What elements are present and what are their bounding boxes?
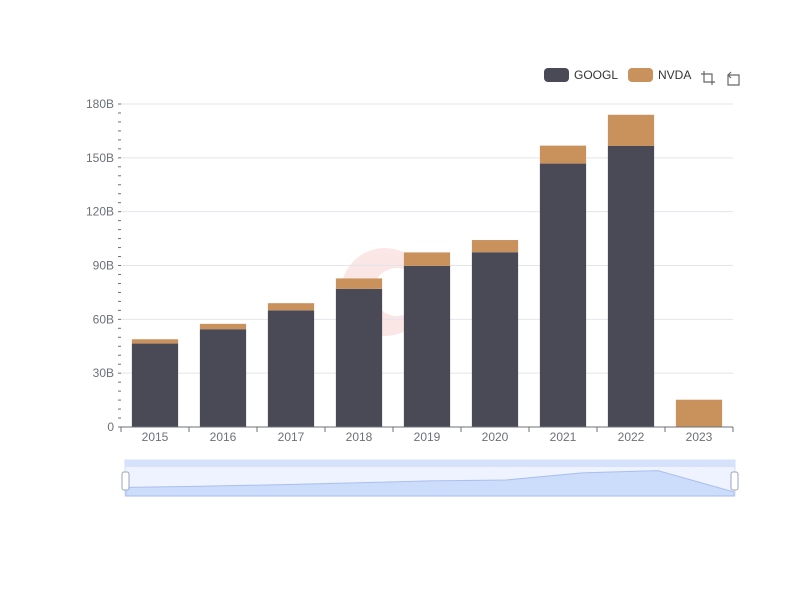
bar-googl-2021[interactable] (539, 163, 587, 427)
bar-nvda-2021[interactable] (539, 145, 587, 164)
x-tick-label: 2022 (618, 430, 645, 444)
y-tick-label: 90B (93, 259, 114, 273)
bar-nvda-2020[interactable] (471, 240, 519, 253)
bar-nvda-2015[interactable] (131, 339, 179, 344)
bar-nvda-2019[interactable] (403, 252, 451, 266)
bar-nvda-2022[interactable] (607, 114, 655, 146)
bar-googl-2018[interactable] (335, 288, 383, 427)
legend-swatch-nvda (628, 68, 654, 82)
bar-googl-2015[interactable] (131, 343, 179, 427)
chart-legend: GOOGL NVDA (544, 68, 691, 82)
x-tick-label: 2020 (482, 430, 509, 444)
y-tick-label: 150B (86, 151, 114, 165)
x-tick-label: 2019 (414, 430, 441, 444)
x-tick-label: 2023 (686, 430, 713, 444)
legend-label-googl: GOOGL (574, 68, 619, 82)
slider-top-bar[interactable] (125, 460, 735, 467)
bar-nvda-2017[interactable] (267, 303, 315, 311)
y-tick-label: 0 (107, 420, 114, 434)
bar-googl-2016[interactable] (199, 329, 247, 427)
slider-handle-right[interactable] (730, 471, 739, 491)
x-tick-label: 2017 (278, 430, 305, 444)
zoom-icon[interactable] (700, 70, 716, 86)
y-tick-label: 30B (93, 366, 114, 380)
slider-preview-area (125, 470, 735, 497)
legend-swatch-googl (544, 68, 569, 82)
x-tick-label: 2016 (210, 430, 237, 444)
y-tick-label: 120B (86, 205, 114, 219)
legend-item-nvda[interactable]: NVDA (628, 68, 691, 82)
bar-googl-2022[interactable] (607, 145, 655, 428)
bar-chart: 0 30B 60B 90B 120B 150B 180B 2015 2016 2017 2018 2… (86, 97, 734, 444)
zoom-reset-icon[interactable] (725, 70, 741, 86)
y-tick-label: 180B (86, 97, 114, 111)
bar-googl-2017[interactable] (267, 310, 315, 427)
x-tick-label: 2018 (346, 430, 373, 444)
x-tick-label: 2021 (550, 430, 577, 444)
bar-nvda-2023[interactable] (675, 399, 723, 427)
slider-track[interactable] (124, 459, 736, 497)
bar-googl-2020[interactable] (471, 252, 519, 427)
bar-nvda-2016[interactable] (199, 323, 247, 330)
bar-nvda-2018[interactable] (335, 278, 383, 289)
legend-item-googl[interactable]: GOOGL (544, 68, 618, 82)
x-tick-label: 2015 (142, 430, 169, 444)
legend-label-nvda: NVDA (658, 68, 692, 82)
y-tick-label: 60B (93, 312, 114, 326)
bar-googl-2019[interactable] (403, 265, 451, 427)
slider-handle-left[interactable] (121, 471, 130, 491)
